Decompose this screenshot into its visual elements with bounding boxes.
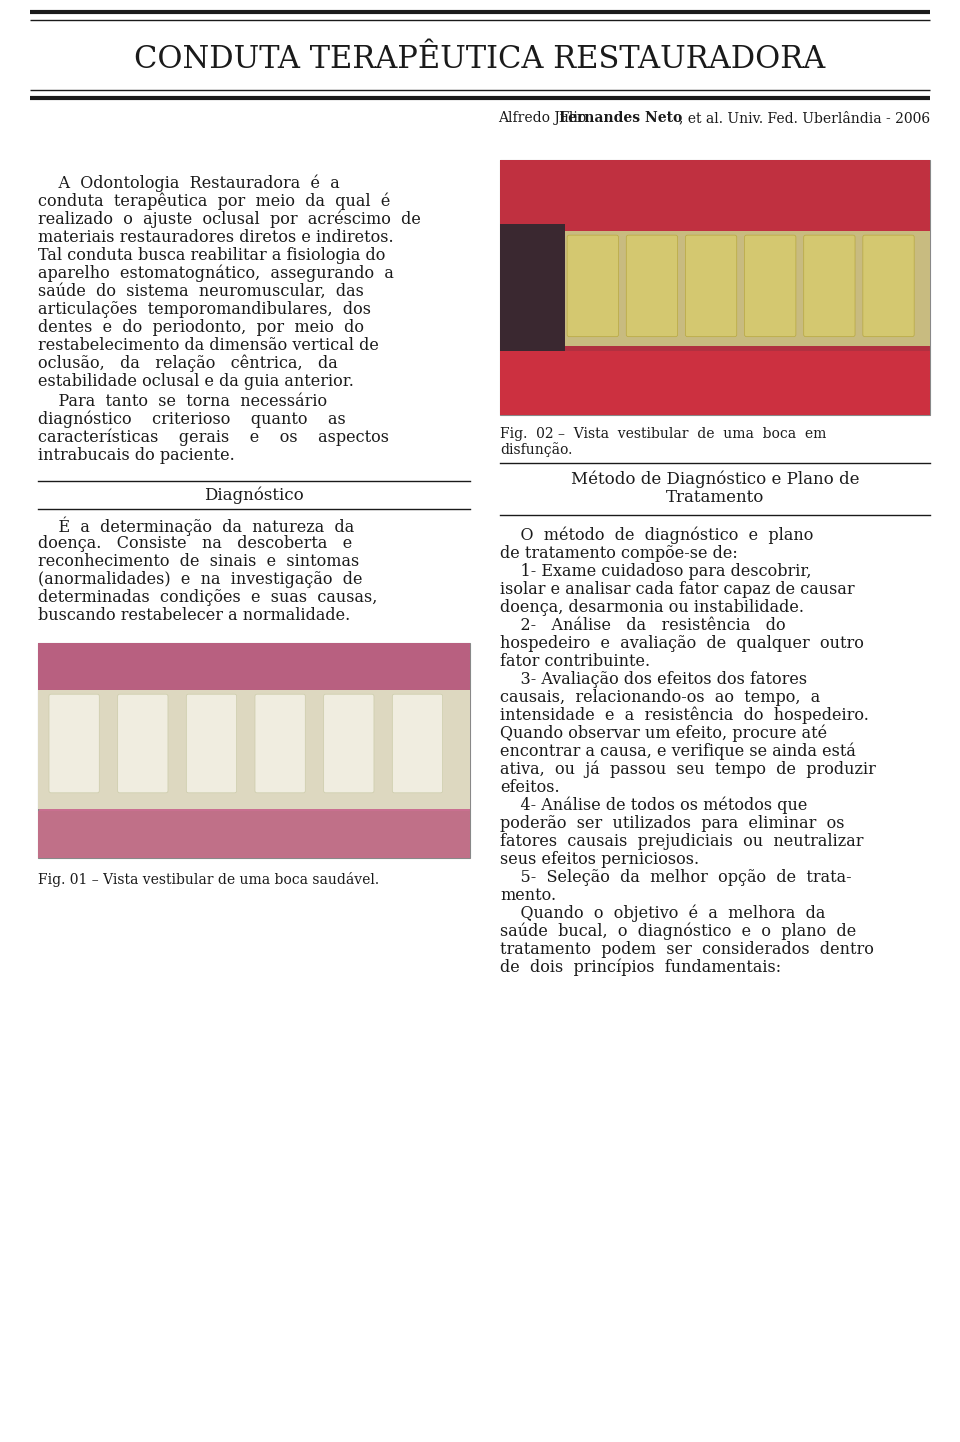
- Text: diagnóstico    criterioso    quanto    as: diagnóstico criterioso quanto as: [38, 411, 346, 428]
- FancyBboxPatch shape: [745, 235, 796, 336]
- Text: Alfredo Julio: Alfredo Julio: [498, 111, 591, 125]
- Text: , et al. Univ. Fed. Uberlândia - 2006: , et al. Univ. Fed. Uberlândia - 2006: [679, 111, 930, 125]
- Bar: [500, 352, 930, 415]
- FancyBboxPatch shape: [49, 694, 99, 793]
- FancyBboxPatch shape: [626, 235, 678, 336]
- Bar: [38, 691, 470, 809]
- Text: saúde  bucal,  o  diagnóstico  e  o  plano  de: saúde bucal, o diagnóstico e o plano de: [500, 923, 856, 940]
- Text: fatores  causais  prejudiciais  ou  neutralizar: fatores causais prejudiciais ou neutrali…: [500, 833, 863, 849]
- Text: oclusão,   da   relação   cêntrica,   da: oclusão, da relação cêntrica, da: [38, 355, 338, 372]
- Text: Para  tanto  se  torna  necessário: Para tanto se torna necessário: [38, 394, 327, 410]
- Bar: [38, 810, 470, 858]
- Text: fator contribuinte.: fator contribuinte.: [500, 653, 650, 671]
- Text: mento.: mento.: [500, 887, 556, 904]
- Text: poderão  ser  utilizados  para  eliminar  os: poderão ser utilizados para eliminar os: [500, 815, 845, 832]
- Text: de tratamento compõe-se de:: de tratamento compõe-se de:: [500, 545, 737, 562]
- Text: ativa,  ou  já  passou  seu  tempo  de  produzir: ativa, ou já passou seu tempo de produzi…: [500, 761, 876, 779]
- Text: intrabucais do paciente.: intrabucais do paciente.: [38, 447, 235, 464]
- Text: realizado  o  ajuste  oclusal  por  acréscimo  de: realizado o ajuste oclusal por acréscimo…: [38, 211, 420, 228]
- FancyBboxPatch shape: [186, 694, 236, 793]
- Text: materiais restauradores diretos e indiretos.: materiais restauradores diretos e indire…: [38, 229, 394, 247]
- Bar: [500, 224, 564, 352]
- Text: encontrar a causa, e verifique se ainda está: encontrar a causa, e verifique se ainda …: [500, 743, 856, 760]
- FancyBboxPatch shape: [255, 694, 305, 793]
- Text: buscando restabelecer a normalidade.: buscando restabelecer a normalidade.: [38, 607, 350, 624]
- Text: intensidade  e  a  resistência  do  hospedeiro.: intensidade e a resistência do hospedeir…: [500, 707, 869, 724]
- FancyBboxPatch shape: [685, 235, 736, 336]
- Text: hospedeiro  e  avaliação  de  qualquer  outro: hospedeiro e avaliação de qualquer outro: [500, 634, 864, 652]
- Text: causais,  relacionando-os  ao  tempo,  a: causais, relacionando-os ao tempo, a: [500, 689, 820, 707]
- Text: características    gerais    e    os    aspectos: características gerais e os aspectos: [38, 430, 389, 447]
- Text: efeitos.: efeitos.: [500, 779, 560, 796]
- Bar: [38, 643, 470, 691]
- Text: disfunção.: disfunção.: [500, 443, 572, 457]
- Text: É  a  determinação  da  natureza  da: É a determinação da natureza da: [38, 518, 354, 536]
- FancyBboxPatch shape: [508, 235, 560, 336]
- FancyBboxPatch shape: [804, 235, 855, 336]
- Text: Fig.  02 –  Vista  vestibular  de  uma  boca  em: Fig. 02 – Vista vestibular de uma boca e…: [500, 427, 827, 441]
- Text: 1- Exame cuidadoso para descobrir,: 1- Exame cuidadoso para descobrir,: [500, 562, 811, 580]
- Text: doença, desarmonia ou instabilidade.: doença, desarmonia ou instabilidade.: [500, 598, 804, 616]
- Bar: [500, 160, 930, 415]
- Text: (anormalidades)  e  na  investigação  de: (anormalidades) e na investigação de: [38, 571, 363, 588]
- Text: 4- Análise de todos os métodos que: 4- Análise de todos os métodos que: [500, 797, 807, 815]
- Text: Método de Diagnóstico e Plano de: Método de Diagnóstico e Plano de: [571, 472, 859, 489]
- Text: articulações  temporomandibulares,  dos: articulações temporomandibulares, dos: [38, 301, 371, 319]
- Text: saúde  do  sistema  neuromuscular,  das: saúde do sistema neuromuscular, das: [38, 283, 364, 300]
- Bar: [38, 643, 470, 858]
- Bar: [500, 160, 930, 231]
- Text: estabilidade oclusal e da guia anterior.: estabilidade oclusal e da guia anterior.: [38, 373, 354, 389]
- Text: restabelecimento da dimensão vertical de: restabelecimento da dimensão vertical de: [38, 337, 379, 353]
- Text: Diagnóstico: Diagnóstico: [204, 487, 304, 505]
- Text: Tal conduta busca reabilitar a fisiologia do: Tal conduta busca reabilitar a fisiologi…: [38, 247, 385, 264]
- FancyBboxPatch shape: [393, 694, 443, 793]
- Text: Fernandes Neto: Fernandes Neto: [559, 111, 682, 125]
- Text: Fig. 01 – Vista vestibular de uma boca saudável.: Fig. 01 – Vista vestibular de uma boca s…: [38, 872, 379, 887]
- Text: 3- Avaliação dos efeitos dos fatores: 3- Avaliação dos efeitos dos fatores: [500, 671, 807, 688]
- Text: Tratamento: Tratamento: [666, 489, 764, 506]
- Text: O  método  de  diagnóstico  e  plano: O método de diagnóstico e plano: [500, 526, 813, 545]
- Text: 5-  Seleção  da  melhor  opção  de  trata-: 5- Seleção da melhor opção de trata-: [500, 870, 852, 885]
- Text: de  dois  princípios  fundamentais:: de dois princípios fundamentais:: [500, 959, 781, 976]
- Text: isolar e analisar cada fator capaz de causar: isolar e analisar cada fator capaz de ca…: [500, 581, 854, 598]
- Text: aparelho  estomatognático,  assegurando  a: aparelho estomatognático, assegurando a: [38, 265, 394, 283]
- Text: CONDUTA TERAPÊUTICA RESTAURADORA: CONDUTA TERAPÊUTICA RESTAURADORA: [134, 45, 826, 75]
- Text: seus efeitos perniciosos.: seus efeitos perniciosos.: [500, 851, 699, 868]
- FancyBboxPatch shape: [324, 694, 374, 793]
- FancyBboxPatch shape: [118, 694, 168, 793]
- Text: Quando observar um efeito, procure até: Quando observar um efeito, procure até: [500, 725, 828, 743]
- FancyBboxPatch shape: [863, 235, 914, 336]
- Text: A  Odontologia  Restauradora  é  a: A Odontologia Restauradora é a: [38, 174, 340, 192]
- FancyBboxPatch shape: [567, 235, 618, 336]
- Text: conduta  terapêutica  por  meio  da  qual  é: conduta terapêutica por meio da qual é: [38, 193, 391, 211]
- Text: 2-   Análise   da   resistência   do: 2- Análise da resistência do: [500, 617, 785, 634]
- Text: reconhecimento  de  sinais  e  sintomas: reconhecimento de sinais e sintomas: [38, 552, 359, 570]
- Text: determinadas  condições  e  suas  causas,: determinadas condições e suas causas,: [38, 588, 377, 606]
- Text: tratamento  podem  ser  considerados  dentro: tratamento podem ser considerados dentro: [500, 942, 874, 957]
- Text: dentes  e  do  periodonto,  por  meio  do: dentes e do periodonto, por meio do: [38, 319, 364, 336]
- Bar: [500, 231, 930, 346]
- Text: doença.   Consiste   na   descoberta   e: doença. Consiste na descoberta e: [38, 535, 352, 552]
- Text: Quando  o  objetivo  é  a  melhora  da: Quando o objetivo é a melhora da: [500, 906, 826, 923]
